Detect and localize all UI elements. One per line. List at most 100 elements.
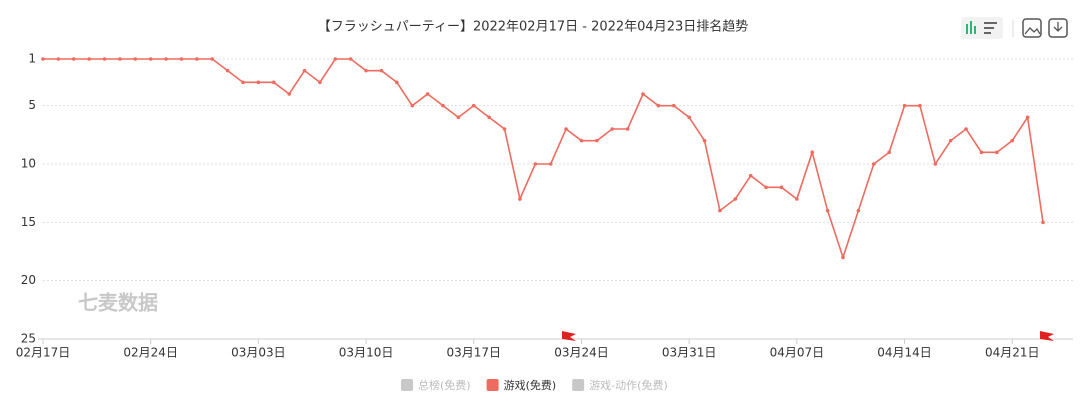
- y-tick-label: 10: [21, 157, 36, 171]
- icon-part: [984, 27, 994, 29]
- point: [471, 103, 476, 108]
- x-tick-label: 04月21日: [985, 346, 1040, 360]
- point: [148, 57, 153, 61]
- legend-swatch: [401, 379, 413, 391]
- point: [671, 103, 676, 108]
- point: [133, 57, 138, 61]
- save-image-button[interactable]: [1022, 18, 1042, 38]
- point: [56, 57, 61, 61]
- point: [887, 150, 891, 155]
- legend-swatch: [486, 379, 499, 391]
- point: [364, 68, 368, 73]
- point: [825, 208, 830, 213]
- point: [841, 255, 845, 260]
- y-tick-label: 25: [21, 332, 36, 346]
- chart-title: 【フラッシュパーティー】2022年02月17日 - 2022年04月23日排名趋…: [318, 19, 749, 35]
- point: [641, 92, 645, 96]
- point: [918, 103, 922, 108]
- point: [87, 57, 91, 61]
- point: [318, 80, 322, 85]
- point: [964, 127, 968, 131]
- icon-part: [966, 24, 968, 34]
- point: [1010, 138, 1015, 143]
- x-tick-label: 03月10日: [339, 346, 394, 360]
- point: [579, 138, 584, 143]
- point: [425, 92, 430, 96]
- x-tick-label: 04月14日: [877, 346, 932, 360]
- point: [902, 103, 907, 108]
- point: [518, 197, 522, 201]
- point: [102, 57, 107, 61]
- point: [410, 103, 415, 108]
- point: [271, 80, 276, 85]
- icon-part: [1024, 27, 1041, 35]
- point: [456, 115, 461, 120]
- point: [287, 92, 291, 96]
- point: [795, 197, 799, 201]
- line: [43, 58, 1044, 260]
- point: [718, 208, 722, 213]
- download-button[interactable]: [1048, 18, 1068, 38]
- point: [564, 127, 568, 131]
- legend-label[interactable]: 游戏-动作(免费): [589, 378, 668, 392]
- point: [210, 57, 215, 61]
- point: [548, 162, 553, 166]
- point: [656, 103, 661, 108]
- point: [933, 162, 938, 166]
- point: [241, 80, 245, 85]
- point: [395, 80, 399, 85]
- point: [979, 150, 984, 155]
- watermark: 七麦数据: [78, 291, 158, 315]
- point: [533, 162, 538, 166]
- point: [733, 197, 738, 201]
- point: [687, 115, 691, 120]
- point: [302, 68, 307, 73]
- point: [764, 185, 768, 190]
- x-tick-label: 04月07日: [770, 346, 825, 360]
- flag-marker[interactable]: [562, 331, 576, 346]
- point: [995, 150, 999, 155]
- y-tick-label: 15: [21, 215, 36, 229]
- point: [225, 68, 230, 73]
- icon-part: [970, 21, 972, 34]
- x-tick-label: 03月31日: [662, 346, 717, 360]
- x-tick-label: 03月03日: [231, 346, 286, 360]
- legend-label[interactable]: 游戏(免费): [504, 378, 557, 392]
- point: [441, 103, 445, 108]
- point: [333, 57, 338, 61]
- point: [856, 208, 861, 213]
- point: [748, 173, 753, 178]
- flag-marker[interactable]: [1040, 331, 1054, 346]
- icon-part: [984, 32, 991, 34]
- point: [348, 57, 353, 61]
- point: [1025, 115, 1030, 120]
- point: [702, 138, 707, 143]
- point: [379, 68, 384, 73]
- point: [502, 127, 507, 131]
- flags: [562, 331, 1054, 346]
- point: [41, 57, 45, 61]
- icon-part: [1053, 22, 1063, 32]
- icon-part: [984, 22, 997, 24]
- point: [118, 57, 122, 61]
- point: [71, 57, 76, 61]
- point: [595, 138, 599, 143]
- point: [179, 57, 184, 61]
- x-tick-label: 03月24日: [554, 346, 609, 360]
- point: [625, 127, 630, 131]
- y-tick-label: 5: [28, 98, 36, 112]
- toolbar: [961, 17, 1068, 39]
- point: [779, 185, 784, 190]
- point: [871, 162, 876, 166]
- legend-swatch: [572, 379, 585, 391]
- icon-part: [974, 26, 976, 34]
- point: [810, 150, 815, 155]
- point: [948, 138, 953, 143]
- point: [610, 127, 615, 131]
- y-tick-label: 1: [28, 52, 36, 66]
- x-tick-label: 02月17日: [16, 346, 71, 360]
- x-tick-label: 03月17日: [446, 346, 501, 360]
- point: [1041, 220, 1045, 225]
- legend-label[interactable]: 总榜(免费): [418, 378, 471, 392]
